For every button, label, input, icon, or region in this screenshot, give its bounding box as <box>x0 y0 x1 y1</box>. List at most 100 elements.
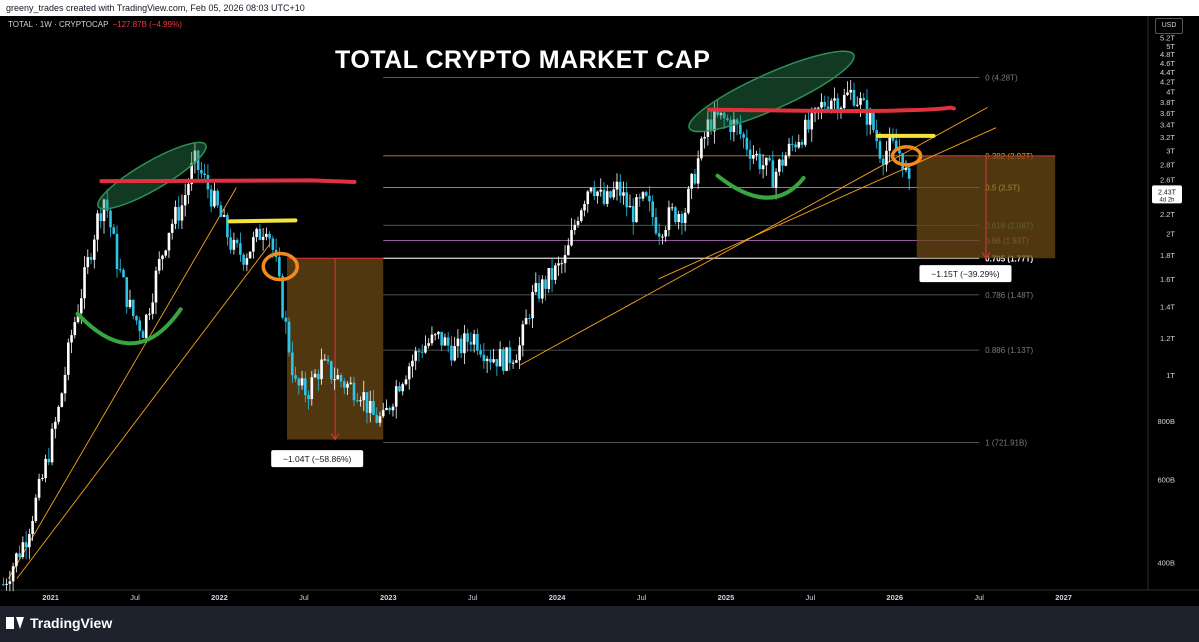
candle-body <box>748 149 752 159</box>
y-tick-label: 4.8T <box>1160 50 1175 59</box>
candle-body <box>599 189 603 192</box>
candle-body <box>687 188 690 213</box>
x-tick-label: 2022 <box>211 593 228 602</box>
candle-body <box>716 110 719 116</box>
candle-body <box>680 213 684 223</box>
candle-body <box>125 277 129 308</box>
candle-body <box>816 107 820 109</box>
candle-body <box>855 104 859 106</box>
candle-body <box>872 112 875 131</box>
drop-arrow-head <box>330 433 340 441</box>
candle-body <box>778 159 781 172</box>
candle-body <box>742 134 745 138</box>
y-tick-label: 600B <box>1157 476 1175 485</box>
candle-body <box>148 313 151 315</box>
candle-body <box>417 351 421 353</box>
symbol-legend[interactable]: TOTAL · 1W · CRYPTOCAP −127.87B (−4.99%) <box>8 20 182 29</box>
candle-body <box>515 360 518 363</box>
candle-body <box>502 349 505 371</box>
y-tick-label: 1.2T <box>1160 334 1175 343</box>
last-price-box <box>1152 185 1182 204</box>
candle-body <box>284 317 288 322</box>
candle-body <box>57 406 60 422</box>
x-tick-label: 2024 <box>549 593 567 602</box>
candle-body <box>265 233 268 237</box>
candle-body <box>375 414 379 423</box>
candle-body <box>638 197 642 199</box>
candle-body <box>576 220 580 225</box>
candle-body <box>609 191 612 198</box>
candle-body <box>164 250 168 256</box>
candle-body <box>278 257 281 277</box>
candle-body <box>459 338 463 354</box>
candle-body <box>235 239 239 244</box>
candle-body <box>70 335 73 343</box>
candle-body <box>667 207 671 230</box>
candle-body <box>722 112 726 119</box>
footer-bar: TradingView <box>0 606 1199 642</box>
x-tick-label: Jul <box>299 593 309 602</box>
candle-body <box>774 171 778 188</box>
candle-body <box>180 205 184 221</box>
candle-body <box>739 124 742 135</box>
candle-body <box>372 400 375 415</box>
candle-body <box>31 520 34 535</box>
candle-body <box>489 358 492 363</box>
candle-body <box>891 137 895 141</box>
drop-arrow-head <box>981 252 991 260</box>
candle-body <box>661 236 664 238</box>
candle-body <box>112 227 116 234</box>
candle-body <box>635 197 638 223</box>
candle-body <box>433 334 437 336</box>
candle-body <box>362 392 366 401</box>
candle-body <box>248 251 252 259</box>
candle-body <box>586 191 590 205</box>
candle-body <box>771 160 775 188</box>
candle-body <box>437 331 440 335</box>
candle-body <box>823 101 827 107</box>
candle-body <box>518 345 521 361</box>
x-tick-label: Jul <box>974 593 984 602</box>
candle-body <box>300 378 304 386</box>
candle-body <box>878 141 882 159</box>
symbol-label: TOTAL · 1W · CRYPTOCAP <box>8 20 109 29</box>
candle-body <box>560 263 564 265</box>
candle-body <box>612 189 616 198</box>
candle-body <box>479 350 482 355</box>
candle-body <box>414 351 417 361</box>
candle-body <box>359 400 362 402</box>
candle-body <box>631 206 635 223</box>
candle-body <box>810 113 814 130</box>
candle-body <box>109 210 112 228</box>
candle-body <box>216 190 219 206</box>
candle-body <box>784 155 788 166</box>
candle-body <box>683 212 687 223</box>
tradingview-logo[interactable]: TradingView <box>6 615 112 631</box>
measure-label-box <box>271 450 364 468</box>
candle-body <box>193 150 197 164</box>
candle-body <box>196 150 200 171</box>
candle-body <box>752 155 755 159</box>
candle-body <box>167 232 171 251</box>
x-tick-label: 2026 <box>886 593 903 602</box>
candle-body <box>528 318 531 320</box>
candle-body <box>67 342 70 375</box>
candle-body <box>8 581 12 584</box>
candle-body <box>868 112 872 125</box>
candle-body <box>355 400 359 402</box>
candle-body <box>885 150 888 165</box>
candle-body <box>696 158 700 184</box>
y-tick-label: 5T <box>1166 42 1175 51</box>
candle-body <box>625 192 629 208</box>
candle-body <box>245 258 249 265</box>
candle-body <box>881 158 885 165</box>
candle-body <box>161 255 164 260</box>
y-tick-label: 1.6T <box>1160 275 1175 284</box>
candle-body <box>589 187 593 192</box>
candle-body <box>670 207 674 209</box>
candle-body <box>411 360 414 367</box>
last-price-label: 2.43T <box>1158 189 1177 196</box>
candle-body <box>726 118 729 120</box>
currency-button[interactable]: USD <box>1155 18 1183 34</box>
